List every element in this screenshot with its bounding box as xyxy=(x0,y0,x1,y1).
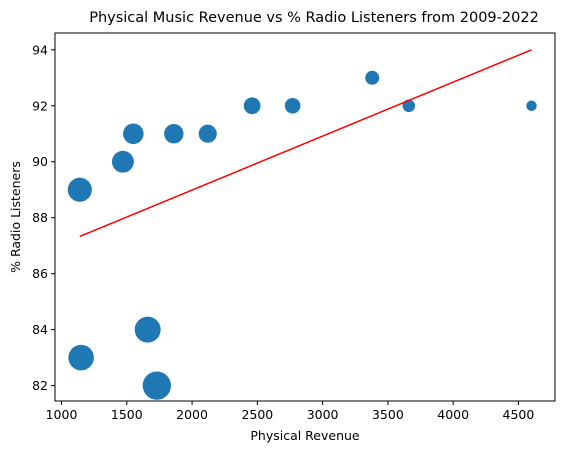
x-axis-ticks: 1000 1500 2000 2500 3000 3500 4000 4500 xyxy=(46,401,535,422)
chart-title: Physical Music Revenue vs % Radio Listen… xyxy=(89,10,539,26)
y-axis-ticks: 82 84 86 88 90 92 94 xyxy=(32,42,55,393)
scatter-point xyxy=(67,177,92,202)
scatter-point xyxy=(123,123,144,145)
x-axis-label: Physical Revenue xyxy=(250,428,360,443)
x-tick-label: 2000 xyxy=(176,407,208,422)
y-tick-label: 92 xyxy=(32,98,48,113)
plot-frame xyxy=(54,32,556,402)
x-tick-label: 3500 xyxy=(372,407,404,422)
y-axis-label: % Radio Listeners xyxy=(8,161,23,273)
scatter-point xyxy=(402,99,416,113)
scatter-point xyxy=(134,316,161,343)
scatter-point xyxy=(526,100,537,111)
scatter-point xyxy=(198,124,217,143)
trend-line xyxy=(79,49,532,238)
scatter-point xyxy=(284,97,301,114)
scatter-point xyxy=(164,124,184,144)
scatter-point xyxy=(142,371,171,400)
plot-area xyxy=(67,49,537,400)
x-tick-label: 4000 xyxy=(437,407,469,422)
y-tick-label: 88 xyxy=(32,210,48,225)
scatter-point xyxy=(68,344,94,371)
y-tick-label: 84 xyxy=(32,322,48,337)
scatter-point xyxy=(243,97,261,115)
y-tick-label: 94 xyxy=(32,42,48,57)
x-tick-label: 3000 xyxy=(307,407,339,422)
y-tick-label: 86 xyxy=(32,266,48,281)
x-tick-label: 1000 xyxy=(46,407,78,422)
y-tick-label: 90 xyxy=(32,154,48,169)
x-tick-label: 1500 xyxy=(111,407,143,422)
scatter-point xyxy=(111,150,134,173)
x-tick-label: 4500 xyxy=(503,407,535,422)
x-tick-label: 2500 xyxy=(241,407,273,422)
y-tick-label: 82 xyxy=(32,378,48,393)
scatter-point xyxy=(365,70,380,85)
